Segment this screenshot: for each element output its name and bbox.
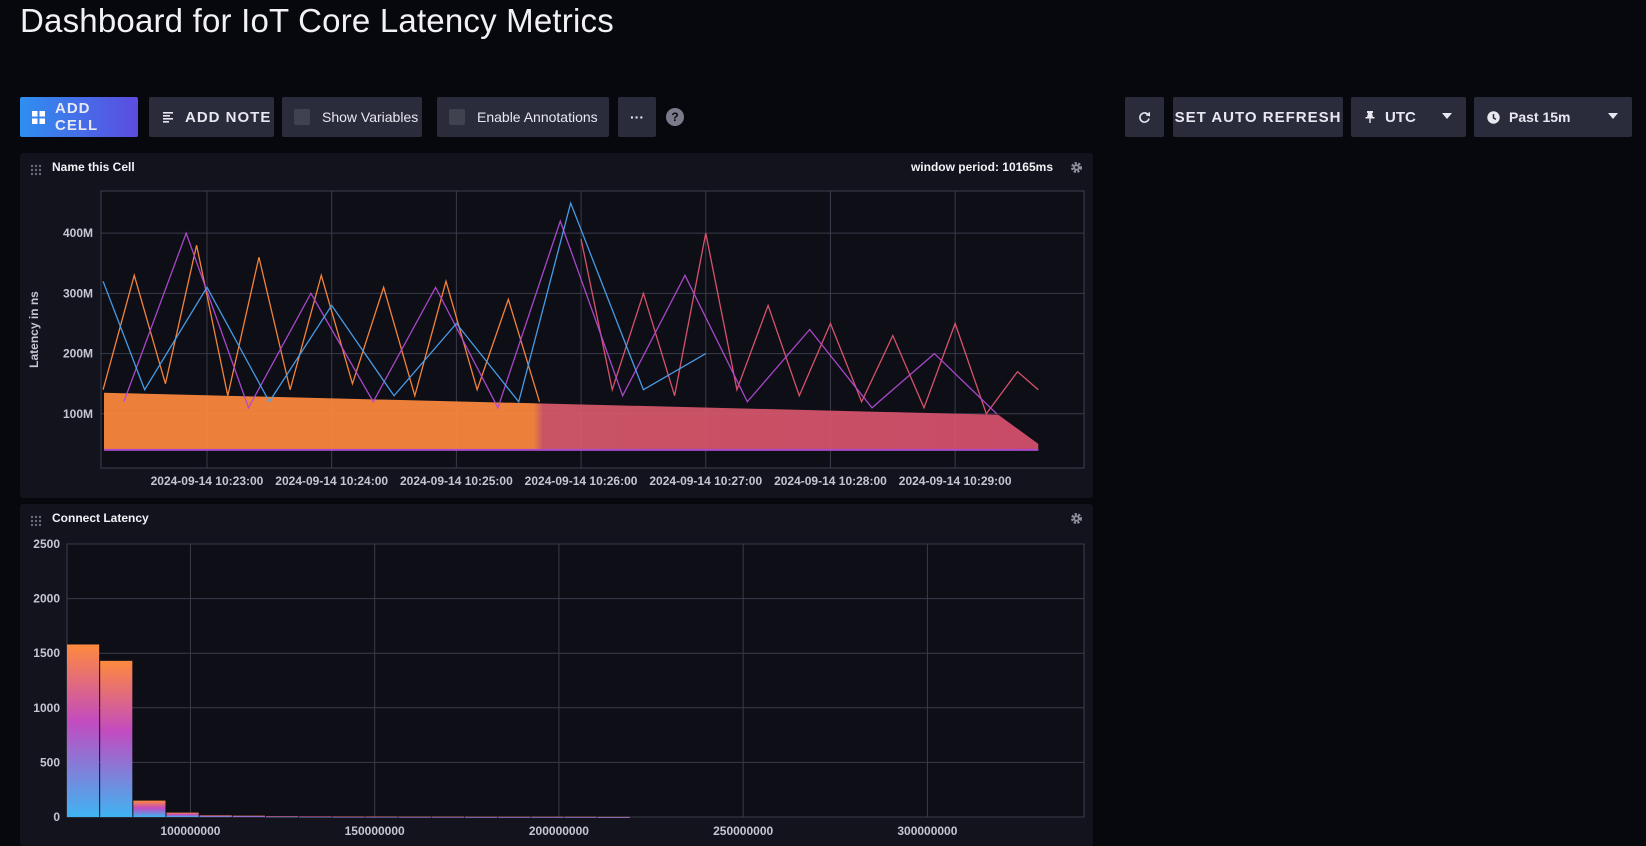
- histogram-bar: [564, 816, 597, 818]
- note-icon: [163, 111, 175, 123]
- cell-header: Name this Cell window period: 10165ms: [20, 153, 1093, 183]
- y-tick-label: 200M: [63, 347, 93, 361]
- set-auto-refresh-label: SET AUTO REFRESH: [1174, 108, 1342, 126]
- y-axis-label: Latency in ns: [27, 291, 41, 368]
- add-note-button[interactable]: ADD NOTE: [149, 97, 274, 137]
- y-tick-label: 0: [53, 810, 60, 824]
- x-tick-label: 300000000: [897, 824, 957, 838]
- y-tick-label: 400M: [63, 226, 93, 240]
- x-tick-label: 150000000: [345, 824, 405, 838]
- add-note-label: ADD NOTE: [185, 108, 272, 126]
- enable-annotations-label: Enable Annotations: [477, 109, 598, 125]
- x-tick-label: 2024-09-14 10:28:00: [774, 474, 887, 488]
- x-tick-label: 2024-09-14 10:26:00: [525, 474, 638, 488]
- drag-handle-icon[interactable]: [30, 163, 42, 181]
- x-tick-label: 250000000: [713, 824, 773, 838]
- time-range-value: Past 15m: [1509, 109, 1571, 125]
- grid-icon: [32, 110, 45, 124]
- x-tick-label: 200000000: [529, 824, 589, 838]
- x-tick-label: 2024-09-14 10:23:00: [151, 474, 264, 488]
- y-tick-label: 2500: [33, 537, 60, 551]
- pin-icon: [1365, 111, 1375, 123]
- histogram-bar: [199, 815, 232, 817]
- enable-annotations-checkbox[interactable]: [449, 109, 465, 125]
- refresh-icon: [1138, 111, 1151, 124]
- timezone-dropdown[interactable]: UTC: [1351, 97, 1466, 137]
- y-tick-label: 500: [40, 755, 60, 769]
- histogram-bar: [398, 816, 431, 818]
- histogram-bar: [265, 816, 299, 818]
- histogram-bar: [431, 816, 464, 818]
- histogram-bar: [67, 644, 100, 817]
- histogram-bar: [299, 816, 332, 818]
- histogram-bar: [597, 816, 630, 818]
- show-variables-label: Show Variables: [322, 109, 419, 125]
- cell-title[interactable]: Name this Cell: [52, 160, 135, 174]
- histogram-cell: Connect Latency 100000000 150000000 200000…: [20, 504, 1093, 846]
- chevron-down-icon: [1442, 113, 1452, 119]
- refresh-button[interactable]: [1125, 97, 1164, 137]
- x-tick-label: 2024-09-14 10:25:00: [400, 474, 513, 488]
- x-tick-label: 100000000: [160, 824, 220, 838]
- histogram-bar: [166, 812, 199, 817]
- help-icon[interactable]: ?: [666, 108, 684, 126]
- x-tick-label: 2024-09-14 10:29:00: [899, 474, 1012, 488]
- y-tick-label: 100M: [63, 407, 93, 421]
- y-tick-label: 1000: [33, 701, 60, 715]
- x-tick-label: 2024-09-14 10:24:00: [275, 474, 388, 488]
- histogram-bar: [365, 816, 398, 818]
- gear-icon[interactable]: [1070, 512, 1083, 530]
- histogram-bar: [332, 816, 365, 818]
- plot-area: [66, 543, 1085, 818]
- histogram-bar: [232, 815, 265, 817]
- more-dots-icon: ···: [630, 109, 644, 125]
- page-title: Dashboard for IoT Core Latency Metrics: [20, 2, 614, 39]
- histogram-chart[interactable]: 100000000 150000000 200000000 250000000 3000…: [20, 504, 1093, 846]
- drag-handle-icon[interactable]: [30, 514, 42, 532]
- histogram-bar: [498, 816, 531, 818]
- add-cell-label: ADD CELL: [55, 100, 99, 134]
- more-options-button[interactable]: ···: [618, 97, 656, 137]
- window-period: window period: 10165ms: [910, 160, 1053, 174]
- enable-annotations-toggle[interactable]: Enable Annotations: [437, 97, 609, 137]
- x-tick-label: 2024-09-14 10:27:00: [649, 474, 762, 488]
- y-tick-label: 1500: [33, 646, 60, 660]
- line-chart[interactable]: 2024-09-14 10:23:00 2024-09-14 10:24:00 20…: [20, 153, 1093, 498]
- show-variables-checkbox[interactable]: [294, 109, 310, 125]
- histogram-bar: [464, 816, 498, 818]
- show-variables-toggle[interactable]: Show Variables: [282, 97, 422, 137]
- cell-title[interactable]: Connect Latency: [52, 511, 149, 525]
- timezone-value: UTC: [1385, 108, 1416, 126]
- clock-icon: [1487, 110, 1500, 124]
- cell-header: Connect Latency: [20, 504, 1093, 534]
- series-line: [102, 200, 707, 404]
- line-chart-cell: Name this Cell window period: 10165ms 20…: [20, 153, 1093, 498]
- chevron-down-icon: [1608, 113, 1618, 119]
- gear-icon[interactable]: [1070, 161, 1083, 179]
- series-band: [104, 392, 1039, 450]
- set-auto-refresh-button[interactable]: SET AUTO REFRESH: [1173, 97, 1343, 137]
- histogram-bar: [100, 660, 133, 817]
- histogram-bar: [531, 816, 564, 818]
- y-tick-label: 300M: [63, 286, 93, 300]
- series-line: [580, 233, 1039, 416]
- y-tick-label: 2000: [33, 592, 60, 606]
- histogram-bar: [133, 800, 166, 817]
- time-range-dropdown[interactable]: Past 15m: [1474, 97, 1632, 137]
- series-line: [123, 219, 998, 415]
- add-cell-button[interactable]: ADD CELL: [20, 97, 138, 137]
